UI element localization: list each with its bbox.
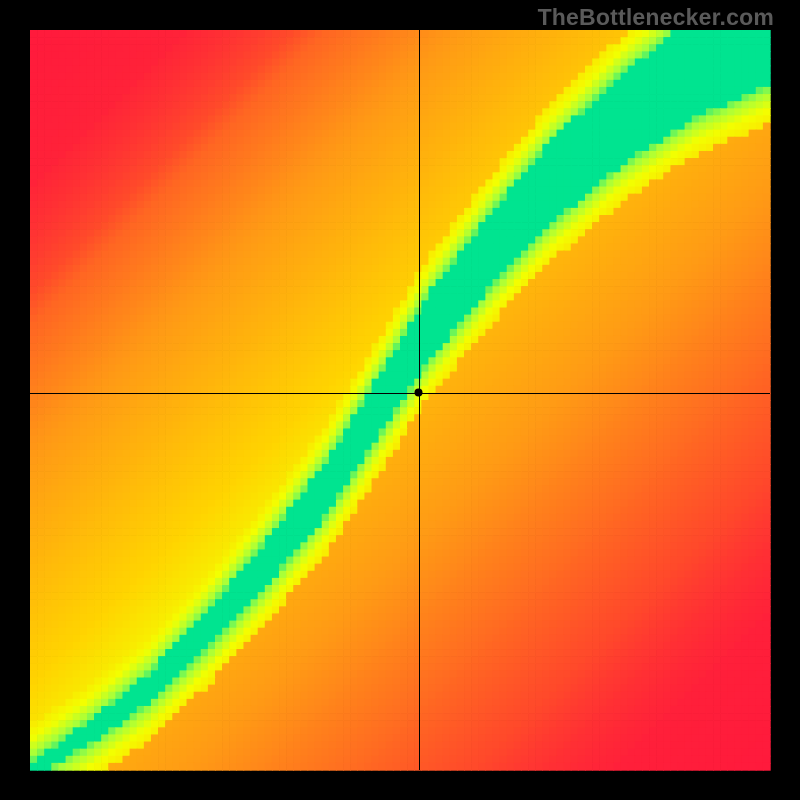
bottleneck-heatmap [0,0,800,800]
watermark-text: TheBottlenecker.com [538,4,774,31]
chart-container: { "canvas": { "width": 800, "height": 80… [0,0,800,800]
